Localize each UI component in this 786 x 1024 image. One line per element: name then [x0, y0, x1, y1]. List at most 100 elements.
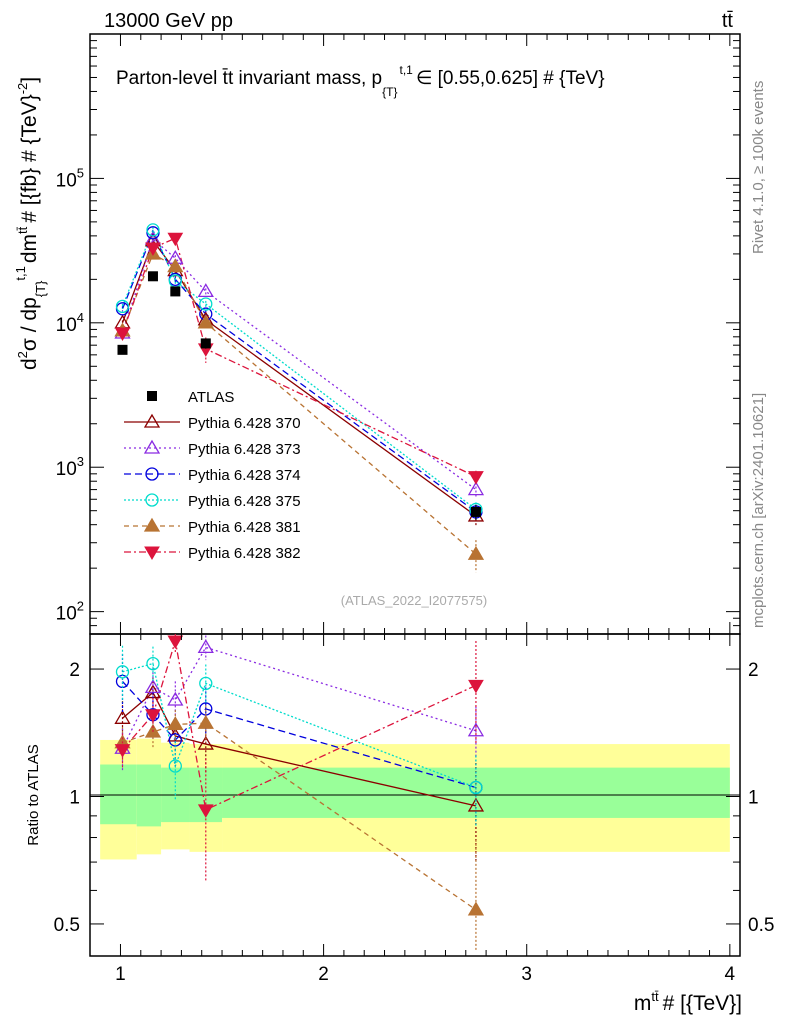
ylabel-pt-sup: t,1: [13, 266, 28, 280]
point-pythia-6-428-375: [115, 299, 130, 314]
legend-marker-pythia-6-428-373: [143, 439, 161, 454]
x-tick-label: 4: [725, 964, 736, 985]
title-main: Parton-level t̄t invariant mass, p: [116, 68, 382, 89]
ylabel-units: # [{fb} # {TeV}: [18, 94, 41, 222]
ylabel-dm: dm: [18, 234, 41, 263]
ratio-point-pythia-6-428-382: [468, 679, 484, 694]
point-pythia-6-428-381: [197, 314, 214, 329]
point-pythia-6-428-382: [167, 232, 184, 247]
uncertainty-bands: [100, 738, 730, 860]
point-pythia-6-428-373: [467, 481, 485, 496]
top-panel: [89, 33, 741, 635]
legend-marker-pythia-6-428-374: [145, 467, 159, 481]
ratio-point-pythia-6-428-381: [467, 901, 485, 916]
title-sup: t,1: [399, 63, 413, 77]
point-pythia-6-428-375: [146, 223, 160, 237]
ratio-point-pythia-6-428-382: [197, 804, 214, 818]
legend: ATLAS Pythia 6.428 370 Pythia 6.428 373 Pyt…: [124, 389, 301, 562]
ratio-y-label: Ratio to ATLAS: [25, 744, 42, 845]
y-tick-label: 105: [56, 165, 84, 191]
point-pythia-6-428-373: [197, 283, 214, 298]
ratio-tick-label-left: 0.5: [54, 915, 80, 936]
legend-label-pythia-6-428-382: Pythia 6.428 382: [188, 545, 301, 562]
top-series-points: [114, 223, 485, 573]
process-label: tt̄: [722, 10, 734, 32]
energy-label: 13000 GeV pp: [104, 10, 233, 32]
ratio-point-pythia-6-428-382: [114, 744, 131, 758]
series-line-pythia-6-428-375: [121, 228, 477, 510]
y-axis-label: d2σ / dp{T}t,1dmtt̄# [{fb} # {TeV}-2]: [13, 77, 48, 370]
point-pythia-6-428-382: [114, 327, 131, 342]
rivet-label: Rivet 4.1.0, ≥ 100k events: [750, 81, 767, 254]
legend-label-pythia-6-428-374: Pythia 6.428 374: [188, 467, 301, 484]
ratio-point-pythia-6-428-375: [469, 780, 483, 795]
ratio-frame: [89, 633, 741, 957]
ratio-series-points: [114, 634, 485, 952]
point-atlas: [170, 286, 181, 297]
ratio-point-pythia-6-428-373: [167, 691, 184, 706]
legend-marker-pythia-6-428-381: [143, 517, 161, 532]
ratio-tick-label-left: 1: [69, 787, 80, 808]
plot-title: Parton-level t̄t invariant mass, p{T}t,1…: [116, 63, 605, 99]
mcplots-label: mcplots.cern.ch [arXiv:2401.10621]: [750, 393, 767, 628]
ratio-line-pythia-6-428-373: [121, 646, 477, 749]
point-pythia-6-428-382: [468, 471, 484, 485]
point-atlas: [200, 338, 211, 349]
ratio-panel: [89, 633, 741, 957]
ylabel-dm-sup: tt̄: [15, 226, 30, 234]
xlabel-sup: tt̄: [651, 989, 659, 1004]
xlabel-m: m: [634, 992, 652, 1015]
legend-marker-pythia-6-428-382: [144, 546, 160, 560]
legend-label-pythia-6-428-375: Pythia 6.428 375: [188, 493, 301, 510]
x-tick-label: 2: [318, 964, 329, 985]
ratio-point-pythia-6-428-373: [144, 679, 162, 694]
ylabel-close: ]: [18, 77, 41, 83]
ylabel-d: d: [18, 358, 41, 370]
x-tick-label: 3: [521, 964, 532, 985]
ratio-tick-label-right: 1: [748, 787, 759, 808]
ratio-point-pythia-6-428-370: [114, 710, 131, 724]
point-atlas: [117, 344, 128, 355]
ylabel-sigma: σ / dp: [18, 297, 41, 351]
point-pythia-6-428-375: [199, 297, 213, 311]
x-tick-label: 1: [115, 964, 126, 985]
ratio-point-pythia-6-428-373: [197, 639, 214, 654]
svg-text:d2σ / dp{T}t,1dmtt̄# [{fb} # {: d2σ / dp{T}t,1dmtt̄# [{fb} # {TeV}-2]: [13, 77, 48, 370]
x-axis-label: mtt̄ # [{TeV}]: [634, 989, 742, 1015]
stat-band: [100, 764, 137, 825]
legend-label-pythia-6-428-373: Pythia 6.428 373: [188, 441, 301, 458]
point-atlas: [147, 271, 158, 282]
legend-label-pythia-6-428-381: Pythia 6.428 381: [188, 519, 301, 536]
series-line-pythia-6-428-373: [121, 237, 477, 491]
ratio-tick-label-right: 2: [748, 660, 759, 681]
ylabel-units-sup: -2: [15, 83, 30, 95]
y-tick-label: 102: [56, 599, 84, 625]
ratio-point-pythia-6-428-375: [199, 676, 213, 691]
legend-label-atlas: ATLAS: [188, 389, 234, 406]
ratio-point-pythia-6-428-370: [467, 797, 485, 812]
ratio-point-pythia-6-428-382: [145, 709, 161, 723]
ratio-point-pythia-6-428-375: [168, 759, 182, 773]
ratio-tick-label-left: 2: [69, 660, 80, 681]
axes-ticks: 1 2 3 4 102 103 104 105 0.5 0.5 1 1 2 2: [54, 34, 774, 985]
point-pythia-6-428-381: [167, 258, 184, 273]
y-tick-label: 103: [56, 454, 84, 480]
ylabel-pt-sub: {T}: [33, 280, 48, 297]
ratio-tick-label-right: 0.5: [748, 915, 774, 936]
title-sub: {T}: [382, 85, 397, 99]
point-pythia-6-428-382: [145, 242, 161, 256]
legend-marker-pythia-6-428-375: [145, 493, 159, 507]
ratio-point-pythia-6-428-375: [146, 656, 160, 671]
ratio-point-pythia-6-428-373: [467, 722, 485, 737]
point-pythia-6-428-374: [146, 226, 160, 240]
series-line-pythia-6-428-382: [121, 237, 477, 478]
ratio-point-pythia-6-428-382: [167, 635, 184, 649]
ratio-point-pythia-6-428-381: [167, 716, 184, 731]
title-tail: ∈ [0.55,0.625] # {TeV}: [416, 68, 605, 89]
top-frame: [89, 33, 741, 635]
point-pythia-6-428-381: [467, 545, 485, 560]
ratio-point-pythia-6-428-375: [115, 665, 130, 679]
point-atlas: [470, 506, 481, 517]
ratio-point-pythia-6-428-370: [197, 735, 214, 750]
